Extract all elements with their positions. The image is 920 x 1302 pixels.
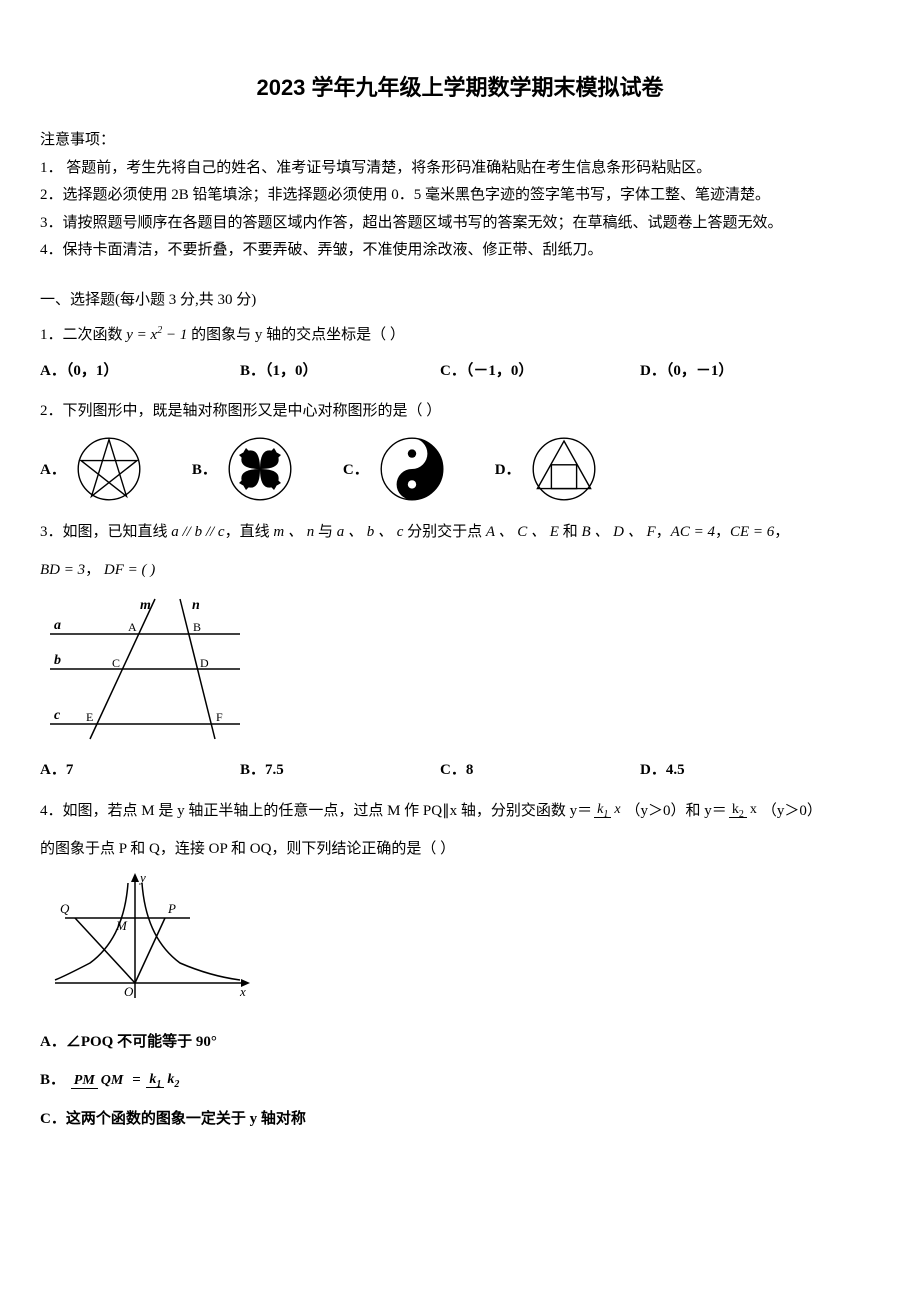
- parallel-lines-diagram: m n a b c A B C D E F: [40, 589, 250, 749]
- q2-opt-c-label: C．: [343, 458, 369, 479]
- q1-post: 的图象与 y 轴的交点坐标是（ ）: [187, 327, 405, 343]
- svg-text:m: m: [140, 598, 151, 613]
- q3-m3: 分别交于点: [403, 524, 486, 540]
- q3-text: 3．如图，已知直线 a // b // c，直线 m 、 n 与 a 、 b 、…: [40, 518, 880, 547]
- q3-opt-d: D．4.5: [640, 755, 840, 783]
- svg-text:P: P: [167, 901, 176, 916]
- svg-text:n: n: [192, 598, 200, 613]
- four-petal-icon: [225, 434, 295, 504]
- q4-b-pre: B．: [40, 1072, 65, 1088]
- svg-text:Q: Q: [60, 901, 70, 916]
- q1-opt-a: A．（0，1）: [40, 355, 240, 383]
- section-1-head: 一、选择题(每小题 3 分,共 30 分): [40, 288, 880, 309]
- q4-line1: 4．如图，若点 M 是 y 轴正半轴上的任意一点，过点 M 作 PQ∥x 轴，分…: [40, 797, 880, 826]
- svg-text:O: O: [124, 984, 134, 999]
- q4-frac-k2: k2x: [729, 802, 760, 820]
- q4-l1c: （y＞0）: [762, 803, 822, 819]
- q4-opt-b: B． PMQM = k1k2: [40, 1066, 880, 1095]
- q3-m1: ，直线: [225, 524, 274, 540]
- svg-text:C: C: [112, 656, 120, 670]
- q3-mn: m 、 n: [273, 524, 314, 540]
- svg-text:B: B: [193, 620, 201, 634]
- q3-m2: 与: [314, 524, 337, 540]
- q3-bd: BD = 3: [40, 562, 85, 578]
- q3-opt-a: A．7: [40, 755, 240, 783]
- q4-frac-k1: k1x: [594, 802, 623, 820]
- yin-yang-icon: [377, 434, 447, 504]
- svg-text:c: c: [54, 708, 61, 723]
- q3-bdf: B 、 D 、 F: [581, 524, 655, 540]
- q3-ce: CE = 6: [730, 524, 774, 540]
- q3-abc: a // b // c: [171, 524, 224, 540]
- question-1: 1．二次函数 y = x2 − 1 的图象与 y 轴的交点坐标是（ ） A．（0…: [40, 321, 880, 384]
- notice-3: 3．请按照题号顺序在各题目的答题区域内作答，超出答题区域书写的答案无效；在草稿纸…: [40, 211, 880, 237]
- triangle-square-circle-icon: [529, 434, 599, 504]
- q1-opt-c: C．（－1，0）: [440, 355, 640, 383]
- q1-formula: y = x2 − 1: [126, 327, 187, 343]
- q2-opt-d-label: D．: [495, 458, 521, 479]
- svg-text:A: A: [128, 620, 137, 634]
- q3-text-line2: BD = 3， DF = ( ): [40, 556, 880, 585]
- svg-text:x: x: [239, 984, 246, 999]
- question-3: 3．如图，已知直线 a // b // c，直线 m 、 n 与 a 、 b 、…: [40, 518, 880, 783]
- q1-pre: 1．二次函数: [40, 327, 126, 343]
- exam-page: 2023 学年九年级上学期数学期末模拟试卷 注意事项： 1． 答题前，考生先将自…: [0, 0, 920, 1187]
- pentagram-icon: [74, 434, 144, 504]
- q1-opt-b: B．（1，0）: [240, 355, 440, 383]
- notice-1: 1． 答题前，考生先将自己的姓名、准考证号填写清楚，将条形码准确粘贴在考生信息条…: [40, 156, 880, 182]
- svg-text:y: y: [138, 870, 146, 885]
- q1-opt-d: D．（0，－1）: [640, 355, 840, 383]
- notice-4: 4．保持卡面清洁，不要折叠，不要弄破、弄皱，不准使用涂改液、修正带、刮纸刀。: [40, 238, 880, 264]
- q3-abc2: a 、 b 、 c: [337, 524, 404, 540]
- q4-opt-c: C．这两个函数的图象一定关于 y 轴对称: [40, 1105, 880, 1134]
- q1-text: 1．二次函数 y = x2 − 1 的图象与 y 轴的交点坐标是（ ）: [40, 321, 880, 350]
- q3-pre: 3．如图，已知直线: [40, 524, 171, 540]
- q1-options: A．（0，1） B．（1，0） C．（－1，0） D．（0，－1）: [40, 355, 880, 383]
- svg-text:E: E: [86, 710, 93, 724]
- q4-line2: 的图象于点 P 和 Q，连接 OP 和 OQ，则下列结论正确的是（ ）: [40, 835, 880, 864]
- notice-2: 2．选择题必须使用 2B 铅笔填涂；非选择题必须使用 0．5 毫米黑色字迹的签字…: [40, 183, 880, 209]
- q2-opt-b-label: B．: [192, 458, 217, 479]
- q4-l1b: （y＞0）和 y＝: [626, 803, 727, 819]
- q3-df: DF = ( ): [104, 562, 155, 578]
- q3-m5: ，: [656, 524, 671, 540]
- q3-m4: 和: [559, 524, 582, 540]
- svg-text:a: a: [54, 618, 61, 633]
- q3-opt-b: B．7.5: [240, 755, 440, 783]
- q4-opt-a: A．∠POQ 不可能等于 90°: [40, 1028, 880, 1057]
- q3-options: A．7 B．7.5 C．8 D．4.5: [40, 755, 880, 783]
- hyperbola-diagram: y x O Q P M: [40, 868, 260, 1018]
- svg-text:D: D: [200, 656, 209, 670]
- q2-options: A． B． C．: [40, 434, 880, 504]
- q4-l1a: 4．如图，若点 M 是 y 轴正半轴上的任意一点，过点 M 作 PQ∥x 轴，分…: [40, 803, 592, 819]
- q3-opt-c: C．8: [440, 755, 640, 783]
- svg-text:b: b: [54, 653, 61, 668]
- question-2: 2．下列图形中，既是轴对称图形又是中心对称图形的是（ ） A． B． C．: [40, 397, 880, 504]
- q4-b-frac-left: PMQM: [71, 1073, 127, 1088]
- svg-text:F: F: [216, 710, 223, 724]
- q3-ace: A 、 C 、 E: [486, 524, 559, 540]
- q2-opt-a-label: A．: [40, 458, 66, 479]
- q4-b-eq: =: [132, 1072, 144, 1088]
- q4-b-frac-right: k1k2: [146, 1072, 182, 1090]
- page-title: 2023 学年九年级上学期数学期末模拟试卷: [40, 70, 880, 102]
- q3-ac: AC = 4: [671, 524, 715, 540]
- svg-text:M: M: [115, 918, 128, 933]
- notice-head: 注意事项：: [40, 128, 880, 154]
- question-4: 4．如图，若点 M 是 y 轴正半轴上的任意一点，过点 M 作 PQ∥x 轴，分…: [40, 797, 880, 1134]
- q2-text: 2．下列图形中，既是轴对称图形又是中心对称图形的是（ ）: [40, 397, 880, 426]
